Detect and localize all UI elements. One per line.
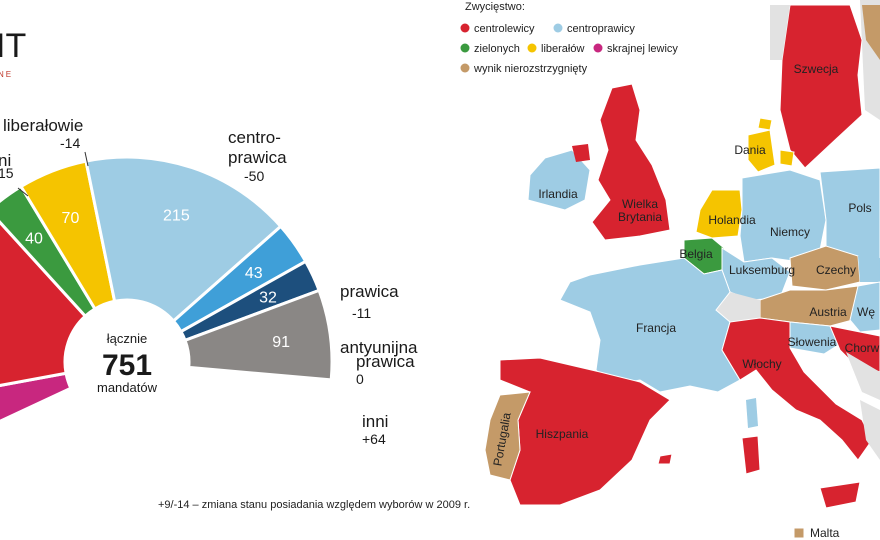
callout-centroprawica-change: -50: [244, 168, 264, 184]
logo-text: IT: [0, 27, 26, 65]
country-label-belgia: Belgia: [679, 247, 713, 261]
callout-prawica-change: -11: [352, 305, 371, 321]
country-shape-wielka-brytania: [591, 83, 671, 241]
legend-swatch: [527, 43, 537, 53]
country-shape-francja: [559, 257, 741, 393]
center-hole: [65, 300, 189, 424]
country-shape-bosnia: [846, 352, 880, 400]
legend-swatch: [593, 43, 603, 53]
callout-liberalowie-leader: [84, 151, 89, 167]
country-shape-malta: [793, 527, 805, 539]
center-label-bottom: mandatów: [97, 380, 158, 395]
callout-liberalowie-change: -14: [60, 135, 80, 151]
legend-swatch: [460, 23, 470, 33]
country-label-irlandia: Irlandia: [538, 187, 578, 201]
legend-swatch: [553, 23, 563, 33]
segment-label-prawica: 43: [245, 265, 263, 282]
country-label-dania: Dania: [734, 143, 766, 157]
callout-inni-name: inni: [362, 412, 388, 431]
europe-map: [484, 0, 880, 539]
country-label-wielka-brytania: Wielka: [622, 197, 658, 211]
legend-label: centrolewicy: [474, 23, 535, 35]
country-shape-balkans: [860, 400, 880, 460]
country-shape-nireland: [572, 144, 590, 162]
legend-swatch: [460, 63, 470, 73]
legend-label: centroprawicy: [567, 23, 635, 35]
country-label-holandia: Holandia: [708, 213, 756, 227]
map-legend: Zwycięstwo: centrolewicy centroprawicy zie…: [460, 1, 678, 75]
segment-label-centroprawica: 215: [163, 208, 190, 225]
country-shape-wlochy: [721, 317, 873, 461]
country-label-włochy: Włochy: [742, 357, 781, 371]
country-shape-slovakia: [858, 256, 880, 282]
callout-antyunijna-name2: prawica: [356, 352, 415, 371]
country-label-malta: Malta: [810, 526, 840, 540]
country-shape-sardynia: [741, 435, 761, 475]
country-label-hiszpania: Hiszpania: [536, 427, 589, 441]
segment-label-antyunijna_prawica: 32: [259, 289, 277, 306]
legend-label: skrajnej lewicy: [607, 43, 678, 55]
callout-centroprawica-name2: prawica: [228, 148, 287, 167]
country-shape-baleary: [657, 453, 673, 465]
callout-antyunijna-name1: antyunijna: [340, 338, 418, 357]
callout-zieloni-change: 15: [0, 165, 14, 181]
footnote: +9/-14 – zmiana stanu posiadania względe…: [158, 499, 470, 511]
country-shape-switzerland: [716, 292, 760, 322]
callout-prawica-name: prawica: [340, 282, 399, 301]
country-label-chorwacja: Chorw: [845, 341, 880, 355]
legend-label: wynik nierozstrzygnięty: [473, 63, 588, 75]
country-shape-dania: [747, 129, 776, 173]
country-label-niemcy: Niemcy: [770, 225, 810, 239]
country-shape-dania-island2: [757, 117, 773, 131]
center-total: 751: [102, 349, 152, 382]
callout-centroprawica-name1: centro-: [228, 128, 281, 147]
country-label-luksemburg: Luksemburg: [729, 263, 795, 277]
country-shape-chorwacja: [829, 325, 880, 373]
country-shape-norway: [770, 5, 790, 60]
country-label-polska: Pols: [848, 201, 871, 215]
segment-label-inni: 91: [272, 334, 290, 351]
map-legend-title: Zwycięstwo:: [465, 1, 525, 13]
logo-subtext: NE: [0, 70, 13, 79]
country-label-węgry: Wę: [857, 305, 875, 319]
parliament-chart: 40 70 215 43 32 91: [0, 155, 334, 423]
legend-swatch: [460, 43, 470, 53]
country-label-austria: Austria: [809, 305, 847, 319]
country-shape-portugalia: [484, 391, 531, 481]
callout-zieloni-name: ni: [0, 151, 11, 170]
segment-label-liberalowie: 70: [62, 210, 80, 227]
segment-label-zieloni: 40: [25, 230, 43, 247]
country-label-czechy: Czechy: [816, 263, 856, 277]
country-shape-top-right: [862, 5, 880, 60]
country-label-francja: Francja: [636, 321, 676, 335]
callout-liberalowie-name: liberałowie: [3, 116, 83, 135]
country-shape-korsyka: [746, 398, 758, 428]
country-label-wielka-brytania: Brytania: [618, 210, 662, 224]
country-shape-holandia: [695, 189, 743, 239]
country-shape-dania-island: [779, 149, 795, 167]
country-label-szwecja: Szwecja: [794, 62, 839, 76]
country-label-słowenia: Słowenia: [788, 335, 837, 349]
legend-label: liberałów: [541, 43, 584, 55]
center-label-top: łącznie: [107, 331, 147, 346]
country-shape-szwecja: [779, 4, 863, 169]
country-shape-wegry: [849, 281, 880, 333]
callout-zieloni-leader: [17, 187, 29, 197]
callout-antyunijna-change: 0: [356, 371, 364, 387]
country-shape-sycylia: [819, 481, 861, 509]
legend-label: zielonych: [474, 43, 520, 55]
callout-inni-change: +64: [362, 431, 386, 447]
